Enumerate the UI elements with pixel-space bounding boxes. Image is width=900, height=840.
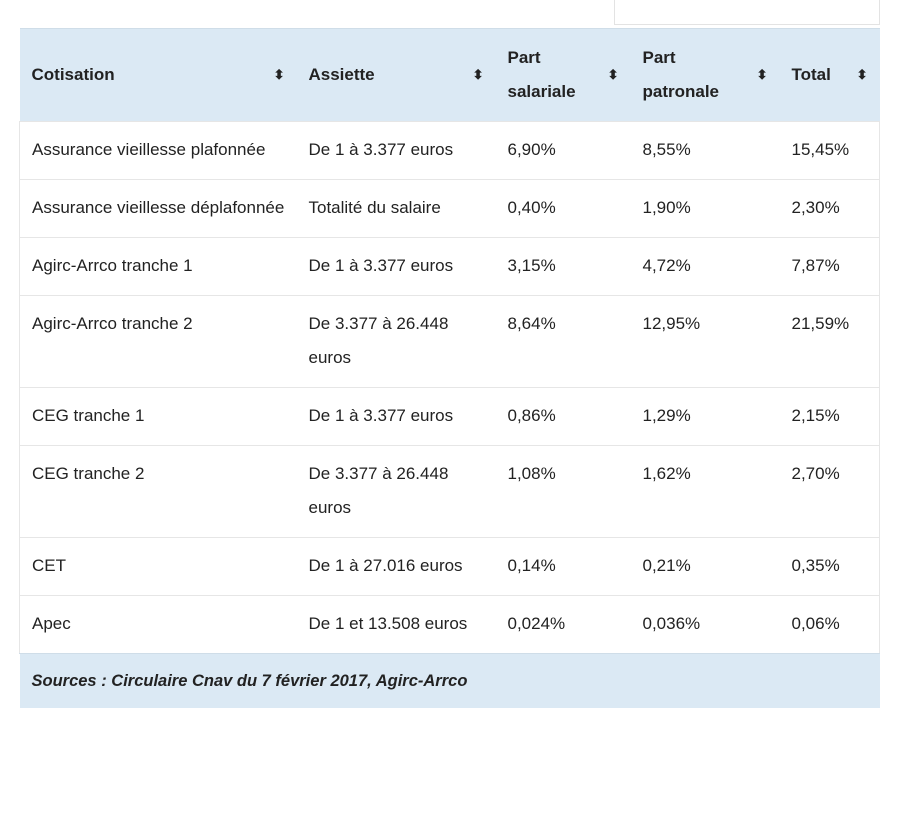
sort-updown-icon[interactable]: ⬍ — [472, 67, 484, 82]
column-header-cotisation[interactable]: Cotisation ⬍ — [19, 28, 297, 122]
cell-cotisation: Assurance vieillesse plafonnée — [19, 121, 297, 180]
cell-part-salariale: 6,90% — [495, 121, 631, 180]
cell-cotisation: CET — [19, 537, 297, 596]
cell-cotisation: Agirc-Arrco tranche 2 — [19, 295, 297, 388]
sort-updown-icon[interactable]: ⬍ — [607, 67, 619, 82]
cell-part-patronale: 0,21% — [630, 537, 780, 596]
cell-part-patronale: 0,036% — [630, 595, 780, 654]
column-header-part-patronale[interactable]: Part patronale ⬍ — [630, 28, 780, 122]
cell-cotisation: CEG tranche 2 — [19, 445, 297, 538]
table-row: Apec De 1 et 13.508 euros 0,024% 0,036% … — [19, 595, 880, 654]
cell-part-salariale: 0,40% — [495, 179, 631, 238]
table-row: CEG tranche 2 De 3.377 à 26.448 euros 1,… — [19, 445, 880, 538]
cell-assiette: Totalité du salaire — [296, 179, 496, 238]
cell-total: 2,30% — [779, 179, 880, 238]
cell-cotisation: CEG tranche 1 — [19, 387, 297, 446]
sort-updown-icon[interactable]: ⬍ — [856, 67, 868, 82]
column-header-total[interactable]: Total ⬍ — [779, 28, 880, 122]
cell-part-patronale: 1,90% — [630, 179, 780, 238]
cell-total: 15,45% — [779, 121, 880, 180]
column-header-part-salariale[interactable]: Part salariale ⬍ — [495, 28, 631, 122]
column-header-label: Part patronale — [642, 48, 720, 101]
cell-part-salariale: 8,64% — [495, 295, 631, 388]
table-row: CET De 1 à 27.016 euros 0,14% 0,21% 0,35… — [19, 537, 880, 596]
cell-part-salariale: 3,15% — [495, 237, 631, 296]
table-row: Agirc-Arrco tranche 1 De 1 à 3.377 euros… — [19, 237, 880, 296]
sort-updown-icon[interactable]: ⬍ — [756, 67, 768, 82]
sort-updown-icon[interactable]: ⬍ — [273, 67, 285, 82]
cell-cotisation: Assurance vieillesse déplafonnée — [19, 179, 297, 238]
cell-part-salariale: 0,024% — [495, 595, 631, 654]
cell-assiette: De 3.377 à 26.448 euros — [296, 445, 496, 538]
cell-total: 21,59% — [779, 295, 880, 388]
cell-cotisation: Agirc-Arrco tranche 1 — [19, 237, 297, 296]
cell-total: 7,87% — [779, 237, 880, 296]
cell-assiette: De 1 à 3.377 euros — [296, 121, 496, 180]
header-row: Cotisation ⬍ Assiette ⬍ Part salariale ⬍ Pa… — [19, 28, 880, 122]
cell-part-salariale: 0,14% — [495, 537, 631, 596]
table-row: Assurance vieillesse plafonnée De 1 à 3.… — [19, 121, 880, 180]
column-header-label: Assiette — [308, 65, 375, 84]
cell-part-patronale: 8,55% — [630, 121, 780, 180]
column-header-label: Total — [791, 65, 831, 84]
cell-cotisation: Apec — [19, 595, 297, 654]
column-header-assiette[interactable]: Assiette ⬍ — [296, 28, 496, 122]
table-row: Agirc-Arrco tranche 2 De 3.377 à 26.448 … — [19, 295, 880, 388]
cell-part-patronale: 4,72% — [630, 237, 780, 296]
cell-part-salariale: 0,86% — [495, 387, 631, 446]
cotisations-table-container: Cotisation ⬍ Assiette ⬍ Part salariale ⬍ Pa… — [19, 28, 880, 708]
cell-assiette: De 1 à 3.377 euros — [296, 387, 496, 446]
footer-row: Sources : Circulaire Cnav du 7 février 2… — [19, 653, 880, 708]
table-row: Assurance vieillesse déplafonnée Totalit… — [19, 179, 880, 238]
cell-total: 0,35% — [779, 537, 880, 596]
cell-part-patronale: 1,29% — [630, 387, 780, 446]
search-box-edge[interactable] — [614, 0, 880, 25]
cell-assiette: De 3.377 à 26.448 euros — [296, 295, 496, 388]
cell-part-patronale: 1,62% — [630, 445, 780, 538]
cotisations-table: Cotisation ⬍ Assiette ⬍ Part salariale ⬍ Pa… — [19, 28, 880, 708]
cell-part-patronale: 12,95% — [630, 295, 780, 388]
cell-assiette: De 1 à 3.377 euros — [296, 237, 496, 296]
column-header-label: Part salariale — [507, 48, 576, 101]
sources-note: Sources : Circulaire Cnav du 7 février 2… — [19, 653, 880, 708]
cell-total: 2,15% — [779, 387, 880, 446]
cell-assiette: De 1 et 13.508 euros — [296, 595, 496, 654]
cell-part-salariale: 1,08% — [495, 445, 631, 538]
cell-total: 2,70% — [779, 445, 880, 538]
table-row: CEG tranche 1 De 1 à 3.377 euros 0,86% 1… — [19, 387, 880, 446]
cell-total: 0,06% — [779, 595, 880, 654]
column-header-label: Cotisation — [31, 65, 115, 84]
cell-assiette: De 1 à 27.016 euros — [296, 537, 496, 596]
